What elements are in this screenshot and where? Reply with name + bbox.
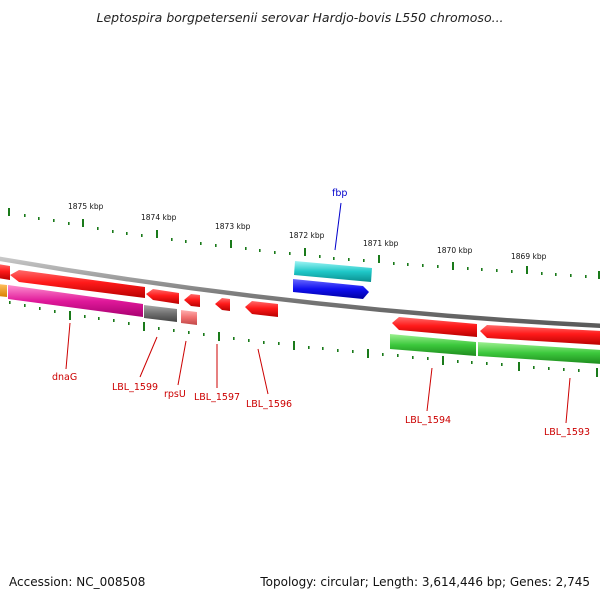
gene-label-LBL_1599: LBL_1599 <box>112 382 158 393</box>
scale-label-1869: 1869 kbp <box>511 252 547 261</box>
scale-label-1871: 1871 kbp <box>363 239 399 248</box>
gene-arrow-LBL_1594-top[interactable] <box>392 317 477 337</box>
gene-label-LBL_1593: LBL_1593 <box>544 427 590 438</box>
gene-label-fbp: fbp <box>332 188 347 199</box>
gene-block-orange[interactable] <box>0 284 7 297</box>
outer-scale-ticks <box>8 208 600 279</box>
inner-scale-ticks <box>9 301 598 377</box>
scale-label-1875: 1875 kbp <box>68 202 104 211</box>
gene-arrow-LBL_1593-top[interactable] <box>480 325 600 345</box>
gene-label-LBL_1596: LBL_1596 <box>246 399 292 410</box>
gene-label-LBL_1594: LBL_1594 <box>405 415 451 426</box>
chromosome-backbone <box>0 256 600 328</box>
gene-arrow-edge-left[interactable] <box>0 264 10 280</box>
gene-arrow-rpsU-top[interactable] <box>184 294 200 307</box>
scale-label-1873: 1873 kbp <box>215 222 251 231</box>
gene-arrow-LBL_1596[interactable] <box>245 301 278 317</box>
topology-text: Topology: circular; Length: 3,614,446 bp… <box>260 575 590 589</box>
gene-label-rpsU: rpsU <box>164 389 186 400</box>
scale-label-1874: 1874 kbp <box>141 213 177 222</box>
gene-label-dnaG: dnaG <box>52 372 77 383</box>
gene-arrow-dnaG[interactable] <box>10 270 145 298</box>
gene-arrow-LBL_1599-top[interactable] <box>146 289 179 304</box>
map-title: Leptospira borgpetersenii serovar Hardjo… <box>96 10 504 25</box>
gene-block-LBL_1593[interactable] <box>478 342 600 364</box>
scale-label-1870: 1870 kbp <box>437 246 473 255</box>
scale-label-1872: 1872 kbp <box>289 231 325 240</box>
gene-block-rpsU[interactable] <box>181 310 197 325</box>
gene-arrow-fbp[interactable] <box>293 279 369 299</box>
gene-block-fbp-cyan[interactable] <box>294 261 372 282</box>
gene-arrow-LBL_1597[interactable] <box>215 298 230 311</box>
gene-block-LBL_1594[interactable] <box>390 334 476 356</box>
gene-label-LBL_1597: LBL_1597 <box>194 392 240 403</box>
gene-block-dnaG[interactable] <box>8 285 143 317</box>
accession-text: Accession: NC_008508 <box>9 575 146 589</box>
label-leaders <box>65 202 571 424</box>
gene-block-LBL_1599[interactable] <box>144 305 177 322</box>
